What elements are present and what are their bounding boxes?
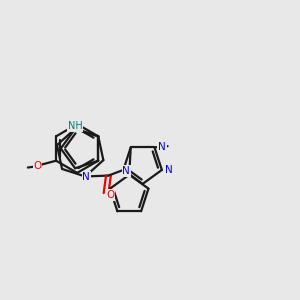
Text: N: N [165, 165, 173, 175]
Text: N: N [158, 142, 166, 152]
Text: N: N [82, 172, 90, 182]
Text: O: O [34, 161, 42, 171]
Text: O: O [106, 190, 114, 200]
Text: NH: NH [68, 122, 82, 131]
Text: N: N [122, 166, 130, 176]
